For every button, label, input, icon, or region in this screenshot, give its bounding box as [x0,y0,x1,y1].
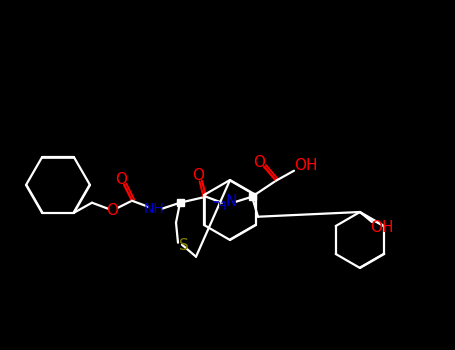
Text: N: N [225,194,237,209]
Text: O: O [192,168,204,183]
Text: S: S [179,238,189,253]
Bar [177,199,183,206]
Text: OH: OH [294,158,318,173]
Text: OH: OH [370,219,394,234]
Bar [248,193,256,200]
Text: H: H [218,202,226,212]
Text: NH: NH [144,202,164,216]
Text: O: O [115,172,127,187]
Text: O: O [253,155,265,170]
Text: O: O [106,203,118,218]
